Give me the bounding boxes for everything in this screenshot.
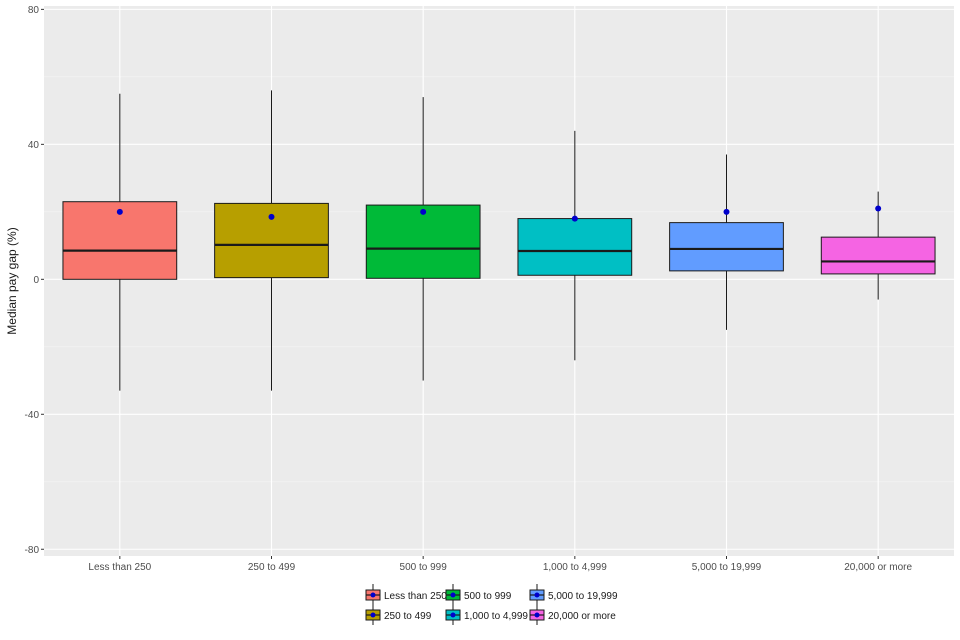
y-tick-label: -80 [25,545,40,556]
x-tick-label: 20,000 or more [844,562,912,573]
mean-point [268,213,275,220]
x-tick-label: Less than 250 [88,562,151,573]
legend-key-mean [450,612,456,618]
mean-point [723,208,730,215]
legend-label: 500 to 999 [464,591,512,602]
legend-key-mean [370,612,376,618]
x-tick-label: 500 to 999 [400,562,448,573]
legend-key-mean [534,612,540,618]
legend-key-mean [370,592,376,598]
mean-point [571,215,578,222]
legend-label: 5,000 to 19,999 [548,591,618,602]
legend-key-mean [450,592,456,598]
box-series [62,90,936,391]
y-tick-label: 80 [28,5,40,16]
legend-key [445,584,461,605]
box-group [517,130,633,361]
legend-label: 250 to 499 [384,611,432,622]
legend-label: 20,000 or more [548,611,616,622]
legend-label: 1,000 to 4,999 [464,611,528,622]
box-group [669,154,784,330]
box-group [214,90,329,391]
x-axis-ticks: Less than 250 250 to 499 500 to 999 1,000 t… [88,556,913,573]
legend-key [445,604,461,625]
legend-key [365,604,381,625]
x-tick-label: 1,000 to 4,999 [543,562,607,573]
box-iqr [365,204,481,279]
legend: Less than 250 500 to 999 5,000 to 19,999 25… [365,584,618,625]
x-tick-label: 5,000 to 19,999 [692,562,762,573]
mean-point [875,205,882,212]
box-iqr [820,236,936,275]
legend-key [529,604,545,625]
mean-point [420,208,427,215]
x-tick-label: 250 to 499 [248,562,296,573]
box-group [365,97,481,381]
y-axis-ticks: -80 -40 0 40 80 [25,5,44,556]
legend-key [529,584,545,605]
mean-point [116,208,123,215]
box-group [62,93,178,391]
y-tick-label: -40 [25,410,40,421]
box-iqr [669,222,784,272]
legend-key-mean [534,592,540,598]
y-tick-label: 40 [28,140,40,151]
legend-key [365,584,381,605]
y-tick-label: 0 [33,275,39,286]
y-axis-title: Median pay gap (%) [5,227,19,334]
box-group [820,191,936,300]
plot-panel [44,6,954,556]
box-iqr [517,218,633,276]
legend-label: Less than 250 [384,591,447,602]
